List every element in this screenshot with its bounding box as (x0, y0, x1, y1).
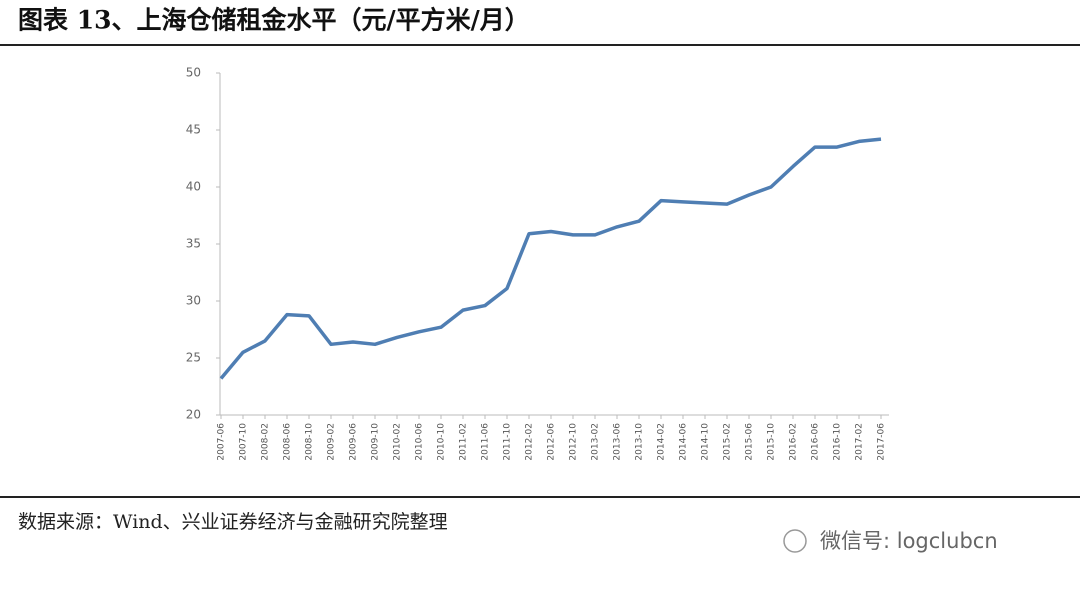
y-tick-label: 20 (186, 408, 201, 422)
x-tick-label: 2013-06 (613, 423, 623, 461)
x-tick-label: 2010-10 (437, 423, 447, 461)
y-tick-label: 25 (186, 351, 201, 365)
x-tick-label: 2012-06 (547, 423, 557, 461)
chart-title: 图表 13、上海仓储租金水平（元/平方米/月） (18, 6, 530, 35)
x-tick-label: 2007-10 (239, 423, 249, 461)
x-tick-label: 2011-02 (459, 423, 469, 461)
x-tick-label: 2011-06 (481, 423, 491, 461)
y-tick-label: 30 (186, 294, 201, 308)
x-tick-label: 2012-02 (525, 423, 535, 461)
x-tick-label: 2009-10 (371, 423, 381, 461)
x-tick-label: 2015-06 (745, 423, 755, 461)
x-tick-label: 2016-06 (811, 423, 821, 461)
watermark: 微信号: logclubcn (820, 529, 998, 553)
x-tick-label: 2011-10 (503, 423, 513, 461)
x-tick-label: 2015-02 (723, 423, 733, 461)
x-tick-label: 2012-10 (569, 423, 579, 461)
wechat-icon (783, 529, 807, 553)
data-line (219, 137, 882, 380)
x-tick-label: 2009-02 (327, 423, 337, 461)
y-tick-label: 35 (186, 237, 201, 251)
x-tick-label: 2013-10 (635, 423, 645, 461)
x-tick-label: 2014-10 (701, 423, 711, 461)
x-tick-label: 2017-06 (877, 423, 887, 461)
x-tick-label: 2017-02 (855, 423, 865, 461)
x-tick-label: 2014-06 (679, 423, 689, 461)
y-tick-label: 45 (186, 123, 201, 137)
x-tick-label: 2007-06 (217, 423, 227, 461)
x-tick-label: 2016-02 (789, 423, 799, 461)
x-tick-label: 2013-02 (591, 423, 601, 461)
y-tick-label: 40 (186, 180, 201, 194)
x-tick-label: 2008-06 (283, 423, 293, 461)
source-note: 数据来源：Wind、兴业证券经济与金融研究院整理 (18, 511, 448, 533)
x-tick-label: 2016-10 (833, 423, 843, 461)
x-tick-label: 2010-06 (415, 423, 425, 461)
x-tick-label: 2008-02 (261, 423, 271, 461)
x-tick-label: 2008-10 (305, 423, 315, 461)
x-tick-label: 2014-02 (657, 423, 667, 461)
x-tick-label: 2015-10 (767, 423, 777, 461)
x-tick-label: 2009-06 (349, 423, 359, 461)
y-tick-label: 50 (186, 66, 201, 80)
x-tick-label: 2010-02 (393, 423, 403, 461)
